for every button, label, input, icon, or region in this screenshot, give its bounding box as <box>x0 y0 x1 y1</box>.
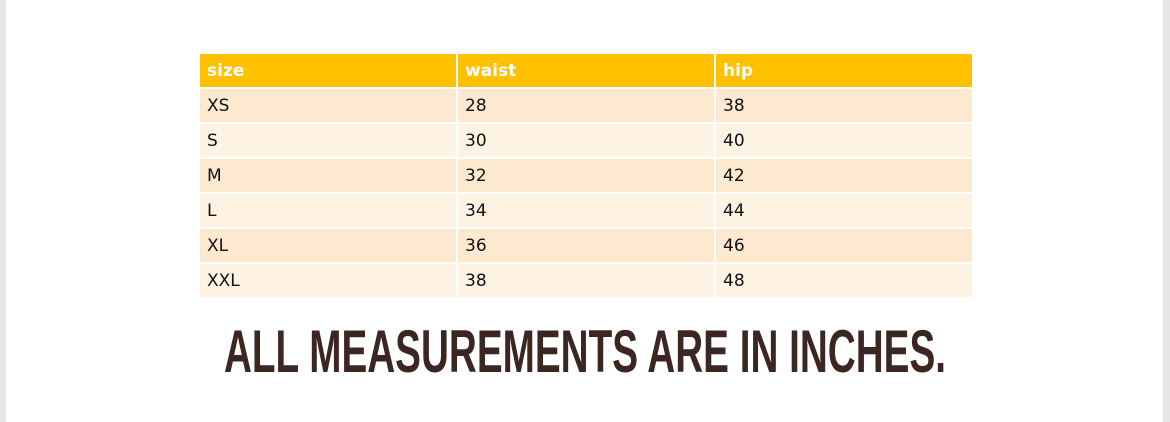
table-cell: XL <box>200 229 456 262</box>
size-chart-table: size waist hip XS 28 38 S 30 40 M 32 42 L 34 44 XL 36 46 X… <box>198 52 974 299</box>
table-cell: 40 <box>716 124 972 157</box>
table-row: L 34 44 <box>200 194 972 227</box>
table-row: S 30 40 <box>200 124 972 157</box>
table-row: XXL 38 48 <box>200 264 972 297</box>
table-cell: 42 <box>716 159 972 192</box>
note-banner: ALL MEASUREMENTS ARE IN INCHES. <box>224 318 946 385</box>
table-cell: L <box>200 194 456 227</box>
table-cell: 28 <box>458 89 714 122</box>
table-row: M 32 42 <box>200 159 972 192</box>
table-cell: 34 <box>458 194 714 227</box>
column-header: size <box>200 54 456 87</box>
header-row: size waist hip <box>200 54 972 87</box>
table-cell: 30 <box>458 124 714 157</box>
table-cell: 38 <box>716 89 972 122</box>
table-cell: XXL <box>200 264 456 297</box>
column-header: hip <box>716 54 972 87</box>
table-cell: 36 <box>458 229 714 262</box>
table-cell: 38 <box>458 264 714 297</box>
table-cell: M <box>200 159 456 192</box>
measurement-note: ALL MEASUREMENTS ARE IN INCHES. <box>224 318 946 385</box>
document-page: size waist hip XS 28 38 S 30 40 M 32 42 L 34 44 XL 36 46 X… <box>6 0 1163 422</box>
table-cell: 46 <box>716 229 972 262</box>
table-row: XS 28 38 <box>200 89 972 122</box>
table-cell: XS <box>200 89 456 122</box>
column-header: waist <box>458 54 714 87</box>
table-cell: 44 <box>716 194 972 227</box>
table-cell: 48 <box>716 264 972 297</box>
table-row: XL 36 46 <box>200 229 972 262</box>
table-cell: 32 <box>458 159 714 192</box>
table-cell: S <box>200 124 456 157</box>
